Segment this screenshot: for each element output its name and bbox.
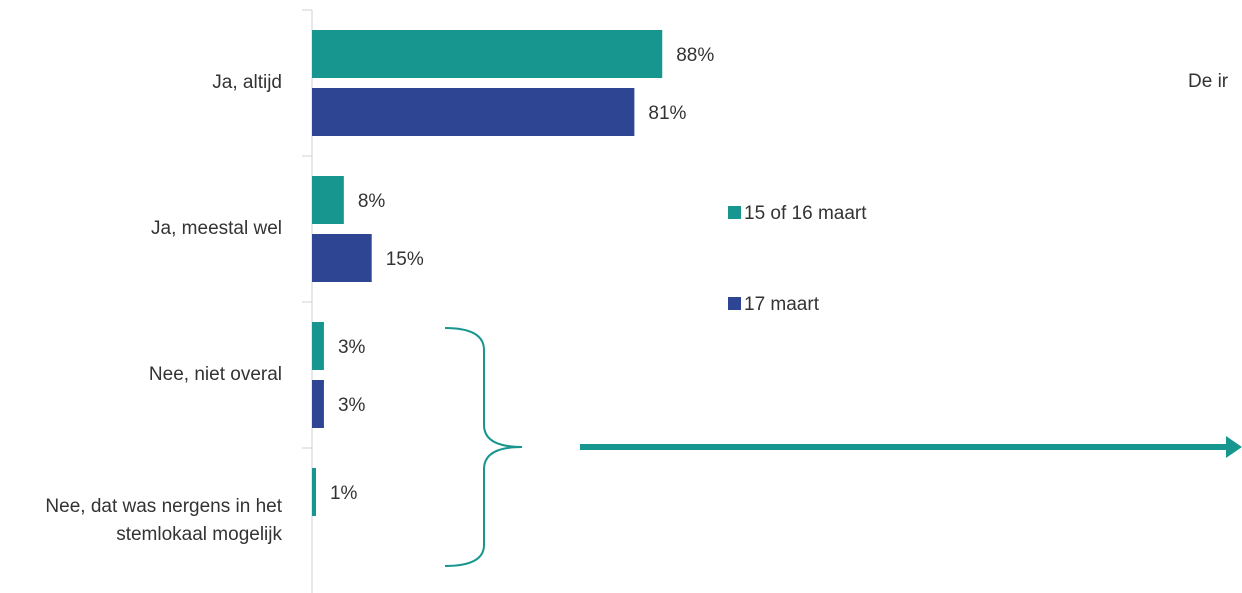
bar (312, 380, 324, 428)
category-label: Nee, dat was nergens in het stemlokaal m… (45, 496, 282, 545)
bar (312, 176, 344, 224)
category-label: Ja, meestal wel (151, 218, 282, 239)
legend-swatch (728, 206, 741, 219)
value-label: 81% (648, 103, 686, 124)
category-label: Nee, niet overal (148, 364, 282, 385)
bar (312, 468, 316, 516)
bar (312, 234, 372, 282)
bar (312, 30, 663, 78)
value-label: 3% (338, 337, 366, 358)
value-label: 8% (358, 191, 386, 212)
value-label: 15% (386, 249, 424, 270)
legend-swatch (728, 297, 741, 310)
value-label: 1% (330, 483, 358, 504)
legend-label: 15 of 16 maart (744, 203, 867, 224)
bar (312, 88, 635, 136)
value-label: 3% (338, 395, 366, 416)
arrow-head (1226, 436, 1242, 458)
bar (312, 322, 324, 370)
brace (444, 327, 523, 567)
value-label: 88% (676, 45, 714, 66)
category-label: Ja, altijd (212, 72, 282, 93)
legend-label: 17 maart (744, 294, 820, 315)
annotation: De ir (1188, 71, 1229, 92)
